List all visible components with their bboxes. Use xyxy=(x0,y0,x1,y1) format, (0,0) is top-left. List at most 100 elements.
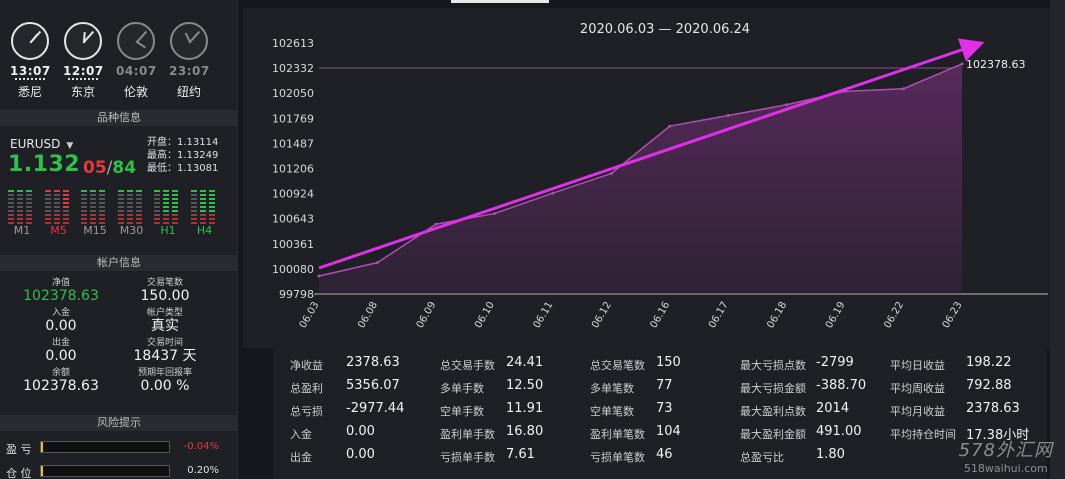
tf-bar-column xyxy=(81,188,87,224)
stat-label: 亏损单手数 xyxy=(440,451,495,464)
stat-value: 2014 xyxy=(816,401,850,416)
withdraw-value: 0.00 xyxy=(45,348,77,364)
tf-bar-segment xyxy=(62,194,69,196)
tf-bar-column xyxy=(17,188,23,224)
tf-bar-segment xyxy=(163,214,169,216)
tf-bar-segment xyxy=(44,214,51,216)
profit-risk-bar xyxy=(40,441,170,453)
equity-point xyxy=(375,261,379,265)
tf-label-M15[interactable]: M15 xyxy=(83,224,107,237)
chevron-down-icon: ▼ xyxy=(66,141,74,151)
tf-bar-segment xyxy=(53,194,60,196)
clock-face-icon xyxy=(117,22,155,60)
tf-bar-segment xyxy=(8,214,14,216)
tf-bar-segment xyxy=(208,222,215,224)
x-tick-label: 06.17 xyxy=(707,300,731,330)
tf-bar-segment xyxy=(126,206,133,208)
tf-bar-segment xyxy=(190,198,197,200)
tf-bar-column xyxy=(90,188,96,224)
stat-label: 平均周收益 xyxy=(890,382,945,395)
right-scroll-strip[interactable] xyxy=(1050,0,1065,479)
stat-label: 总盈利 xyxy=(290,382,323,395)
tf-bar-segment xyxy=(163,194,169,196)
symbol-selector[interactable]: EURUSD ▼ xyxy=(10,137,73,151)
high-value: 1.13249 xyxy=(177,150,219,161)
tf-bar-segment xyxy=(81,214,87,216)
stat-value: 0.00 xyxy=(346,447,375,462)
tf-bar-segment xyxy=(17,210,23,212)
tf-bar-segment xyxy=(190,202,197,204)
stat-label: 盈利单手数 xyxy=(440,428,495,441)
x-tick-label: 06.08 xyxy=(356,300,380,330)
tf-bar-segment xyxy=(163,218,169,220)
tf-bar-column xyxy=(126,188,133,224)
tf-bar-segment xyxy=(199,206,206,208)
stat-label: 空单笔数 xyxy=(590,405,634,418)
instrument-section-header: 品种信息 xyxy=(0,110,238,126)
stat-value: 11.91 xyxy=(506,401,544,416)
annual-return-label: 预期年回报率 xyxy=(137,368,192,378)
equity-point xyxy=(785,103,789,107)
tf-bar-M30[interactable] xyxy=(117,186,146,224)
tf-bar-segment xyxy=(126,222,133,224)
tf-bar-segment xyxy=(117,210,124,212)
tf-bar-segment xyxy=(135,206,142,208)
ask-pips: 84 xyxy=(112,158,137,178)
x-tick-label: 06.19 xyxy=(824,300,848,330)
deposit-label: 入金 xyxy=(51,308,70,318)
tf-bar-H4[interactable] xyxy=(190,186,219,224)
clock-minute-hand xyxy=(29,30,42,44)
equity-point xyxy=(551,191,555,195)
tf-bar-M15[interactable] xyxy=(81,186,109,224)
equity-point xyxy=(492,212,496,216)
left-panel: 13:07 悉尼 12:07 东京 04:07 伦敦 23:07 纽约 品种信息 EURUSD… xyxy=(0,0,238,479)
stat-value: 5356.07 xyxy=(346,378,400,393)
tf-bar-segment xyxy=(126,218,133,220)
profit-risk-label: 盈 亏 xyxy=(6,443,32,456)
tf-bar-segment xyxy=(62,214,69,216)
tf-bar-segment xyxy=(154,202,160,204)
timeframe-strength-bars: M1 M5 M15 M30 H1 H4 xyxy=(6,186,232,240)
tf-bar-segment xyxy=(154,206,160,208)
tf-bar-segment xyxy=(117,190,124,192)
low-label: 最低： xyxy=(147,163,177,174)
position-risk-value: 0.20% xyxy=(187,465,219,476)
tf-label-H1[interactable]: H1 xyxy=(160,224,176,237)
tf-bar-M1[interactable] xyxy=(8,186,36,224)
stat-label: 净收益 xyxy=(290,359,323,372)
tf-label-M1[interactable]: M1 xyxy=(13,224,31,237)
watermark-line2: 518waihui.com xyxy=(963,462,1048,475)
trade-time-item: 交易时间 18437 天 xyxy=(110,338,220,364)
stat-value: 2378.63 xyxy=(966,401,1020,416)
x-tick-label: 06.10 xyxy=(473,300,497,330)
clock-minute-hand xyxy=(135,30,148,44)
symbol-name: EURUSD xyxy=(10,137,61,151)
tf-bar-segment xyxy=(44,202,51,204)
tf-bar-column xyxy=(154,188,160,224)
y-tick-label: 100643 xyxy=(272,213,314,226)
tf-bar-segment xyxy=(208,194,215,196)
tf-bar-H1[interactable] xyxy=(154,186,182,224)
tf-bar-segment xyxy=(208,218,215,220)
clock-time: 13:07 xyxy=(10,64,51,78)
y-tick-label: 101487 xyxy=(272,137,314,150)
tf-bar-segment xyxy=(99,206,105,208)
clock-4: 23:07 纽约 xyxy=(169,22,209,100)
y-tick-label: 102332 xyxy=(272,62,314,75)
tf-bar-segment xyxy=(117,222,124,224)
stat-label: 总交易笔数 xyxy=(590,359,645,372)
tf-bar-column xyxy=(117,188,124,224)
tf-label-H4[interactable]: H4 xyxy=(196,224,213,237)
clock-active-dots xyxy=(15,78,45,81)
tf-bar-segment xyxy=(44,198,51,200)
watermark: 578外汇网 518waihui.com xyxy=(959,436,1053,475)
tf-label-M5[interactable]: M5 xyxy=(50,224,67,237)
x-tick-label: 06.12 xyxy=(590,300,614,330)
clock-city: 伦敦 xyxy=(123,85,148,99)
position-risk-bar xyxy=(40,465,170,477)
y-tick-label: 101206 xyxy=(272,162,314,175)
tf-label-M30[interactable]: M30 xyxy=(119,224,144,237)
tf-bar-M5[interactable] xyxy=(44,186,73,224)
active-tab-indicator[interactable] xyxy=(451,0,549,3)
tf-bar-segment xyxy=(99,198,105,200)
